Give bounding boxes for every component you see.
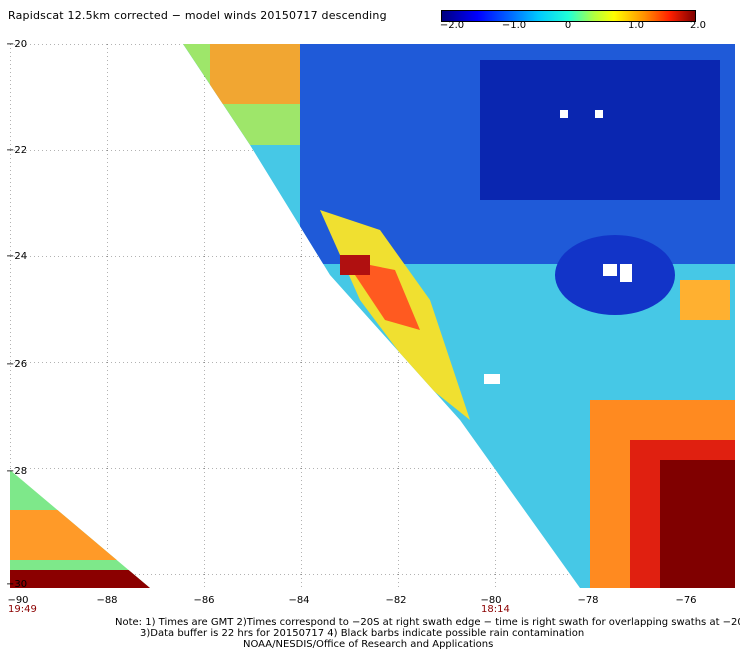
colorbar-tick-label: 1.0 [628, 20, 644, 31]
colorbar-tick-label: 0 [564, 20, 572, 31]
lat-label: −20 [6, 39, 28, 50]
lon-label: −90 [7, 595, 29, 606]
colorbar-tick-label: −2.0 [439, 20, 465, 31]
lon-label: −88 [96, 595, 118, 606]
map-title: Rapidscat 12.5km corrected − model winds… [8, 9, 387, 22]
lon-label: −76 [675, 595, 697, 606]
lon-label: −78 [577, 595, 599, 606]
footnote-line-3: NOAA/NESDIS/Office of Research and Appli… [243, 639, 494, 650]
colorbar-tick-label: 2.0 [690, 20, 706, 31]
swath-time-label: 18:14 [481, 604, 510, 615]
lat-label: −28 [6, 466, 28, 477]
lat-label: −30 [6, 579, 28, 590]
lon-label: −80 [480, 595, 502, 606]
swath-time-label: 19:49 [8, 604, 37, 615]
colorbar-tick-label: −1.0 [501, 20, 527, 31]
lat-label: −22 [6, 145, 28, 156]
lon-label: −86 [193, 595, 215, 606]
lon-label: −84 [288, 595, 310, 606]
footnote-line-1: Note: 1) Times are GMT 2)Times correspon… [115, 617, 740, 628]
footnote-line-2: 3)Data buffer is 22 hrs for 20150717 4) … [140, 628, 585, 639]
missing-data-cells [484, 110, 632, 384]
colorbar [441, 10, 696, 22]
lat-label: −24 [6, 251, 28, 262]
lat-label: −26 [6, 359, 28, 370]
wind-difference-map [10, 44, 735, 588]
lon-label: −82 [385, 595, 407, 606]
